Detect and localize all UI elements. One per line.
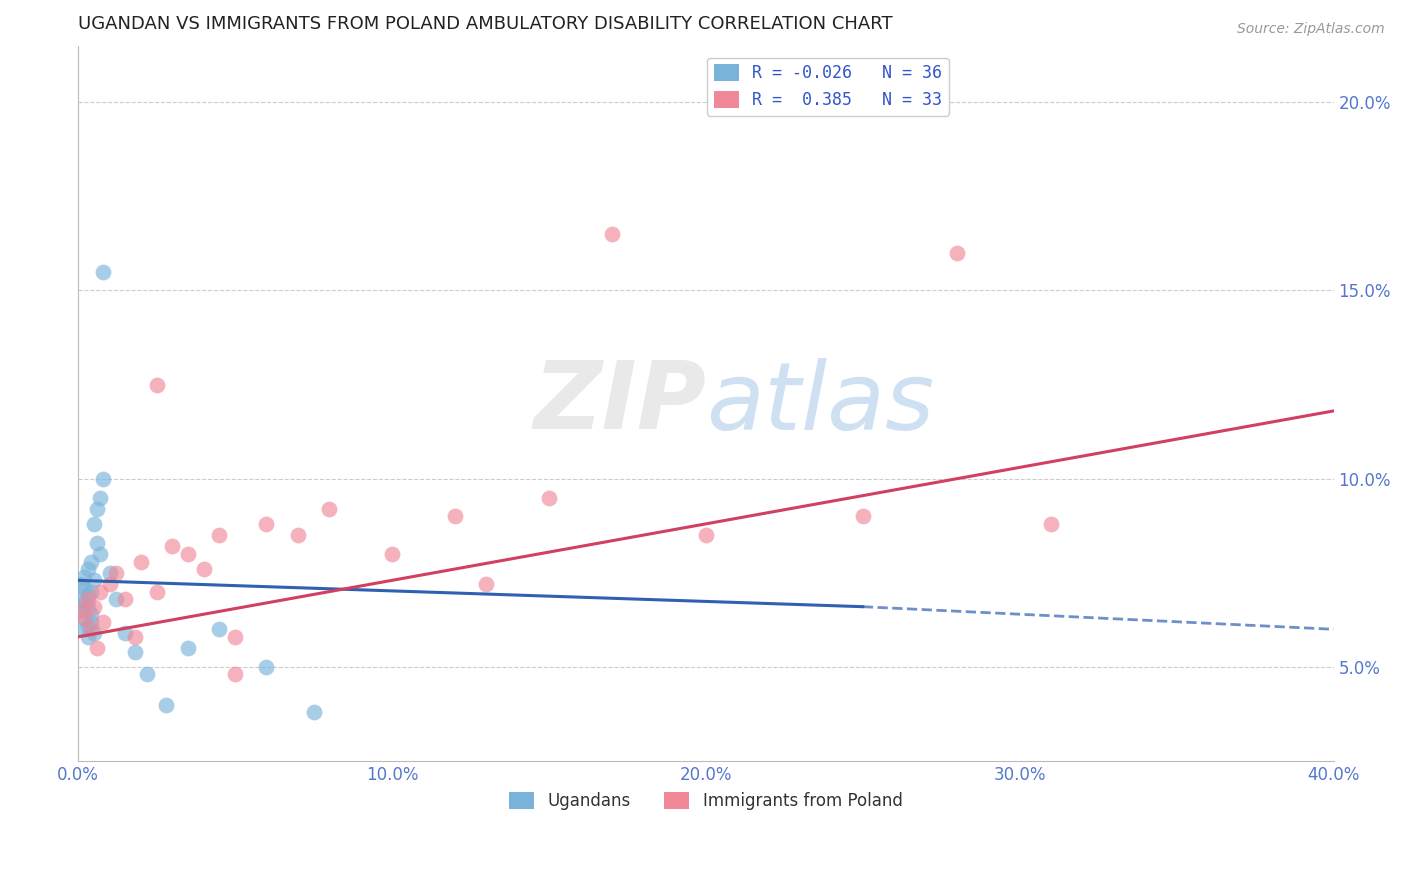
Point [73, 611, 96, 625]
Point [70, 603, 93, 617]
Point [89, 584, 111, 599]
Point [98, 577, 121, 591]
Point [145, 377, 167, 392]
Point [76, 630, 98, 644]
Text: Source: ZipAtlas.com: Source: ZipAtlas.com [1237, 22, 1385, 37]
Point [73, 596, 96, 610]
Point [73, 611, 96, 625]
Point [1040, 516, 1063, 531]
Point [114, 592, 136, 607]
Point [302, 705, 325, 719]
Point [318, 501, 340, 516]
Point [600, 227, 623, 241]
Point [89, 491, 111, 505]
Point [124, 645, 146, 659]
Point [70, 577, 93, 591]
Point [177, 641, 200, 656]
Point [145, 584, 167, 599]
Text: ZIP: ZIP [533, 358, 706, 450]
Point [73, 581, 96, 595]
Point [537, 491, 560, 505]
Text: UGANDAN VS IMMIGRANTS FROM POLAND AMBULATORY DISABILITY CORRELATION CHART: UGANDAN VS IMMIGRANTS FROM POLAND AMBULA… [79, 15, 893, 33]
Text: atlas: atlas [706, 358, 934, 449]
Point [91, 615, 114, 629]
Point [124, 630, 146, 644]
Point [70, 592, 93, 607]
Point [114, 626, 136, 640]
Point [852, 509, 875, 524]
Point [256, 516, 278, 531]
Point [256, 660, 278, 674]
Point [83, 599, 105, 614]
Point [381, 547, 404, 561]
Point [695, 528, 717, 542]
Point [76, 599, 98, 614]
Point [155, 698, 177, 712]
Point [98, 566, 121, 580]
Point [83, 574, 105, 588]
Point [76, 588, 98, 602]
Point [83, 626, 105, 640]
Point [79, 622, 101, 636]
Point [79, 607, 101, 622]
Point [193, 562, 215, 576]
Point [104, 566, 127, 580]
Point [73, 569, 96, 583]
Point [946, 245, 969, 260]
Point [83, 516, 105, 531]
Point [177, 547, 200, 561]
Point [475, 577, 498, 591]
Point [208, 528, 231, 542]
Point [89, 547, 111, 561]
Point [224, 630, 246, 644]
Point [208, 622, 231, 636]
Point [287, 528, 309, 542]
Point [76, 592, 98, 607]
Point [86, 535, 108, 549]
Point [79, 555, 101, 569]
Point [443, 509, 465, 524]
Point [129, 555, 152, 569]
Point [79, 584, 101, 599]
Point [76, 562, 98, 576]
Point [86, 501, 108, 516]
Point [224, 667, 246, 681]
Point [162, 540, 184, 554]
Point [76, 618, 98, 632]
Point [91, 472, 114, 486]
Point [91, 264, 114, 278]
Point [70, 603, 93, 617]
Legend: Ugandans, Immigrants from Poland: Ugandans, Immigrants from Poland [503, 786, 910, 817]
Point [86, 641, 108, 656]
Point [136, 667, 159, 681]
Point [104, 592, 127, 607]
Point [79, 615, 101, 629]
Point [73, 622, 96, 636]
